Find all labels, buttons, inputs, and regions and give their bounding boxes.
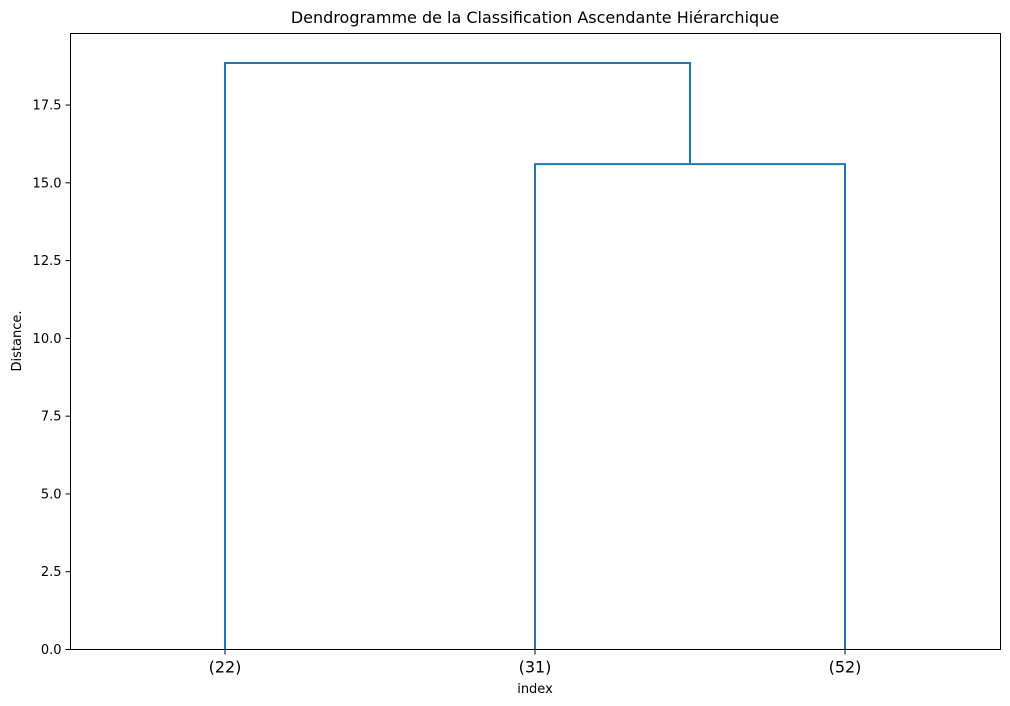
y-tick-label: 17.5 (33, 99, 62, 114)
leaf-label: (31) (519, 658, 552, 677)
y-tick-label: 12.5 (33, 254, 62, 269)
y-tick-label: 5.0 (41, 487, 62, 502)
leaf-label: (22) (209, 658, 242, 677)
y-tick-label: 10.0 (33, 332, 62, 347)
leaf-label: (52) (829, 658, 862, 677)
x-axis-ticks: (22) (31) (52) (209, 649, 862, 677)
y-axis-label: Distance. (10, 311, 25, 372)
y-tick-label: 15.0 (33, 176, 62, 191)
y-tick-label: 0.0 (41, 643, 62, 658)
x-axis-label: index (517, 682, 553, 697)
y-tick-label: 7.5 (41, 410, 62, 425)
dendrogram-link (224, 62, 691, 650)
dendrogram-links (224, 62, 846, 650)
y-tick-label: 2.5 (41, 565, 62, 580)
y-axis-ticks: 0.0 2.5 5.0 7.5 10.0 12.5 15.0 17.5 (33, 99, 71, 658)
chart-title: Dendrogramme de la Classification Ascend… (291, 8, 779, 27)
dendrogram-link (534, 163, 846, 650)
